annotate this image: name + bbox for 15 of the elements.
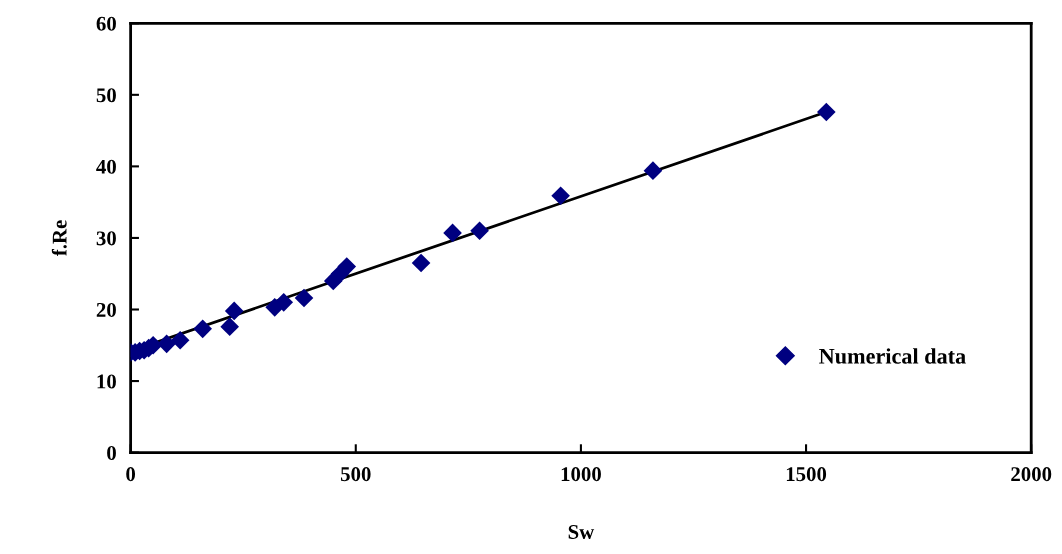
y-axis-title: f.Re xyxy=(51,220,67,257)
y-tick-label: 10 xyxy=(97,374,116,389)
y-tick-label: 40 xyxy=(96,159,116,174)
x-tick-label: 1000 xyxy=(561,467,601,482)
y-tick-label: 20 xyxy=(96,302,116,317)
x-tick-label: 0 xyxy=(126,467,136,482)
x-tick-label: 2000 xyxy=(1011,467,1052,482)
y-tick-label: 60 xyxy=(96,16,116,31)
x-axis-title: Sw xyxy=(568,524,595,539)
y-tick-label: 30 xyxy=(96,231,116,246)
y-tick-label: 0 xyxy=(107,445,116,461)
legend-label: Numerical data xyxy=(819,348,966,364)
x-tick-label: 1500 xyxy=(786,467,827,482)
x-tick-label: 500 xyxy=(340,467,371,482)
y-tick-label: 50 xyxy=(96,88,116,103)
